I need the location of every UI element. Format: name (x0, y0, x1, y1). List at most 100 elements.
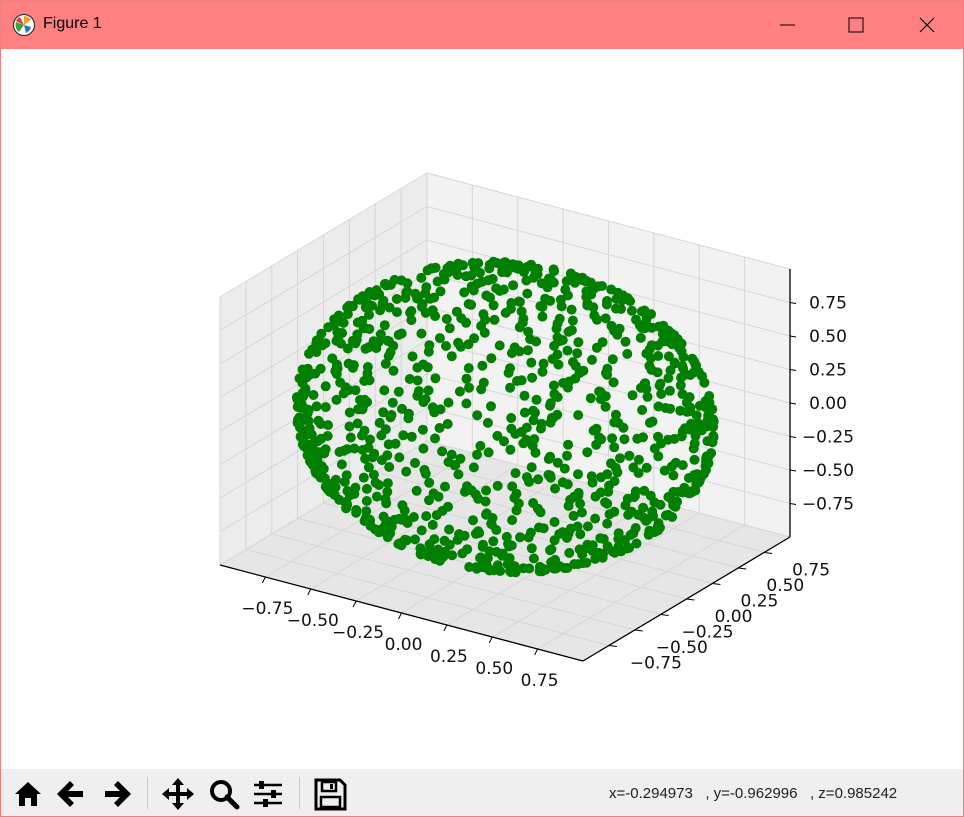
scatter-point (349, 443, 360, 454)
scatter-point (514, 296, 525, 307)
scatter-point (350, 385, 361, 396)
scatter-point (380, 358, 391, 369)
scatter-point (508, 280, 519, 291)
scatter-point (297, 378, 308, 388)
scatter-point (423, 385, 434, 396)
scatter-point (523, 326, 534, 337)
scatter-point (451, 264, 462, 275)
save-button[interactable] (311, 775, 349, 813)
scatter-point (655, 499, 666, 510)
scatter-point (619, 434, 630, 445)
scatter-point (701, 453, 712, 463)
scatter-point (625, 296, 636, 307)
scatter-point (439, 535, 450, 546)
scatter-point (620, 336, 631, 347)
configure-subplots-button[interactable] (249, 775, 287, 813)
scatter-point (472, 449, 482, 460)
scatter-point (601, 368, 611, 378)
scatter-point (505, 382, 516, 393)
scatter-point (397, 403, 407, 414)
scatter-point (689, 454, 700, 465)
scatter-point (683, 473, 694, 483)
zoom-button[interactable] (205, 775, 243, 813)
scatter-point (336, 459, 347, 470)
z-tick-mark (789, 469, 797, 472)
z-tick-mark (789, 369, 797, 371)
scatter-point (422, 265, 433, 276)
scatter-point (475, 440, 486, 451)
scatter-point (360, 453, 371, 464)
scatter-point (471, 562, 482, 573)
scatter-point (506, 423, 517, 434)
scatter-point (432, 276, 443, 287)
scatter-point (531, 336, 542, 347)
close-button[interactable] (893, 1, 963, 49)
scatter-point (481, 509, 491, 520)
scatter-point (625, 530, 636, 540)
scatter-point (537, 302, 548, 312)
scatter-point (597, 552, 608, 563)
scatter-point (451, 306, 462, 317)
y-tick-label: 0.75 (792, 561, 830, 581)
scatter-point (482, 553, 493, 564)
scatter-point (415, 543, 426, 554)
scatter-point (534, 522, 544, 533)
grid-line (219, 239, 428, 365)
scatter-point (582, 521, 593, 532)
scatter-point (574, 544, 585, 555)
z-tick-mark (789, 436, 797, 438)
y-tick-mark (608, 645, 617, 647)
scatter-point (473, 258, 484, 269)
scatter-point (403, 408, 414, 419)
scatter-point (644, 344, 655, 355)
pan-button[interactable] (159, 775, 197, 813)
scatter-point (519, 407, 530, 418)
scatter-point (311, 338, 322, 349)
back-button[interactable] (53, 775, 91, 813)
scatter-point (347, 362, 358, 373)
matplotlib-icon (12, 13, 36, 37)
scatter-point (461, 373, 472, 384)
scatter-point (441, 314, 452, 324)
scatter-point (528, 272, 539, 283)
scatter-point (419, 464, 430, 475)
scatter-point (357, 430, 367, 441)
scatter-point (550, 483, 560, 494)
scatter-point (416, 272, 427, 283)
scatter-point (526, 357, 537, 368)
scatter-point (600, 401, 611, 412)
scatter-point (546, 544, 557, 555)
scatter-point (428, 488, 439, 499)
scatter-point (468, 462, 479, 473)
scatter-point (609, 442, 620, 453)
scatter-point (608, 377, 619, 388)
scatter-point (653, 321, 664, 332)
scatter-point (412, 362, 423, 373)
scatter-point (478, 539, 488, 550)
forward-button[interactable] (97, 775, 135, 813)
scatter-point (536, 418, 547, 429)
scatter-point (420, 394, 431, 405)
scatter-point (382, 450, 393, 461)
scatter-point (358, 472, 369, 483)
scatter-point (503, 367, 514, 378)
scatter-point (362, 362, 373, 372)
maximize-button[interactable] (821, 1, 891, 49)
x-tick-label: 0.00 (385, 635, 423, 655)
scatter-point (602, 518, 613, 529)
title-bar[interactable]: Figure 1 (1, 1, 963, 49)
scatter-point (344, 421, 355, 432)
scatter-point (668, 470, 679, 481)
minimize-button[interactable] (753, 1, 823, 49)
scatter-point (563, 326, 574, 337)
scatter-point (342, 499, 353, 510)
scatter-point (498, 284, 509, 295)
scatter-point (494, 340, 505, 351)
scatter-point (686, 418, 697, 429)
scatter-point (408, 512, 419, 522)
home-button[interactable] (9, 775, 47, 813)
scatter-point (462, 544, 473, 555)
plot-canvas[interactable]: −0.75−0.750.75−0.50−0.500.50−0.25 −0.250.… (1, 49, 963, 769)
configure-subplots-icon (254, 781, 282, 807)
scatter-point (587, 540, 598, 551)
